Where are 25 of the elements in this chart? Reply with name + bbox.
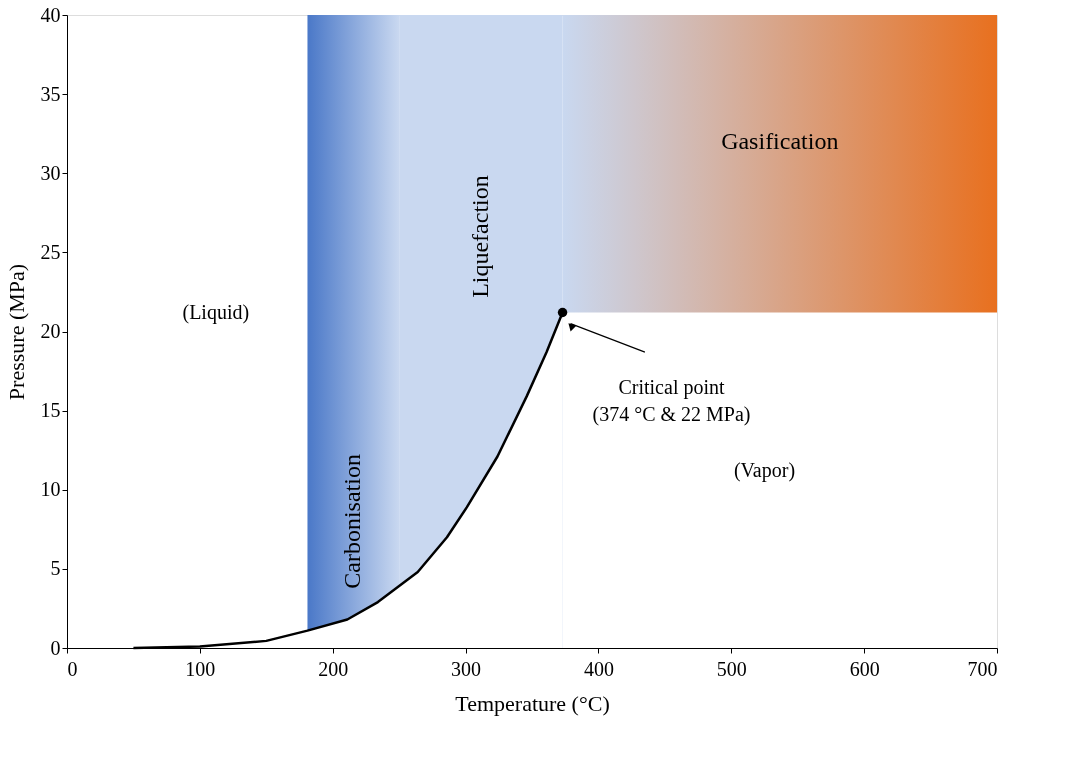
y-tick-label: 25 xyxy=(40,240,61,263)
annotation: (Liquid) xyxy=(182,300,250,324)
x-tick-label: 700 xyxy=(967,657,998,680)
x-tick-label: 600 xyxy=(849,657,880,680)
y-tick-label: 5 xyxy=(50,557,61,580)
band-label: Gasification xyxy=(721,127,839,154)
y-tick-label: 40 xyxy=(40,3,61,26)
band-label: Carbonisation xyxy=(339,454,366,589)
x-axis-title: Temperature (°C) xyxy=(455,690,610,716)
annotation: Critical point (374 °C & 22 MPa) xyxy=(592,376,751,427)
x-tick-label: 0 xyxy=(67,657,78,680)
y-tick-label: 20 xyxy=(40,320,61,342)
annotation: (Vapor) xyxy=(733,458,796,482)
x-tick-label: 300 xyxy=(451,657,482,680)
y-tick-label: 10 xyxy=(40,478,61,501)
x-tick-label: 400 xyxy=(583,657,614,680)
y-axis-title: Pressure (MPa) xyxy=(3,263,29,401)
y-tick-label: 30 xyxy=(40,161,61,184)
x-tick-label: 200 xyxy=(318,657,349,680)
x-tick-label: 100 xyxy=(185,657,216,680)
y-tick-label: 15 xyxy=(40,399,61,422)
band-label: Liquefaction xyxy=(466,175,493,298)
y-tick-label: 35 xyxy=(40,82,61,105)
x-tick-label: 500 xyxy=(716,657,747,680)
y-tick-label: 0 xyxy=(50,636,61,659)
